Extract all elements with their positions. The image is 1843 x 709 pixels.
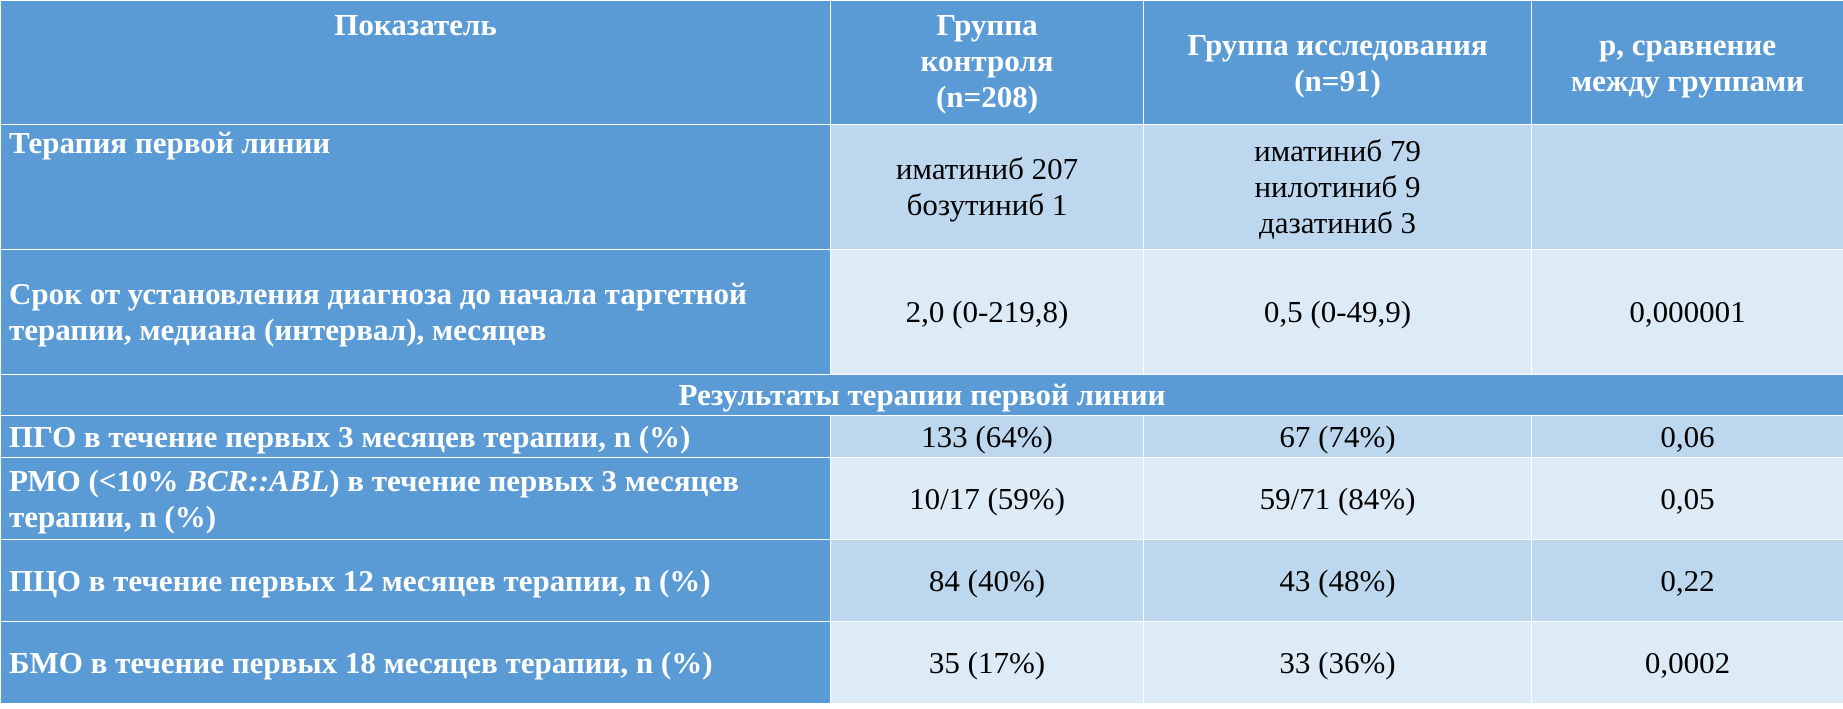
table-row: Терапия первой линии иматиниб 207 бозути… bbox=[0, 124, 1843, 250]
row-label: ПГО в течение первых 3 месяцев терапии, … bbox=[0, 415, 831, 458]
study-cell: 43 (48%) bbox=[1143, 539, 1532, 622]
header-control-line: Группа bbox=[936, 7, 1038, 42]
control-cell-line: бозутиниб 1 bbox=[906, 187, 1068, 222]
row-label-part: ) в течение первых 3 месяцев терапии, n … bbox=[9, 462, 739, 534]
table-row: БМО в течение первых 18 месяцев терапии,… bbox=[0, 621, 1843, 704]
control-cell-line: иматиниб 207 bbox=[895, 151, 1079, 186]
header-indicator: Показатель bbox=[0, 0, 831, 125]
table-row: РМО (<10% BCR::ABL) в течение первых 3 м… bbox=[0, 457, 1843, 540]
control-cell: 84 (40%) bbox=[830, 539, 1144, 622]
header-pvalue-line: р, сравнение bbox=[1598, 26, 1777, 62]
header-control-line: контроля bbox=[920, 43, 1054, 78]
study-cell-line: иматиниб 79 bbox=[1254, 133, 1421, 168]
pvalue-cell: 0,000001 bbox=[1531, 249, 1843, 375]
gene-name: BCR::ABL bbox=[186, 462, 330, 498]
section-row: Результаты терапии первой линии bbox=[0, 374, 1843, 416]
table-row: ПЦО в течение первых 12 месяцев терапии,… bbox=[0, 539, 1843, 622]
study-cell: 59/71 (84%) bbox=[1143, 457, 1532, 540]
header-row: Показатель Группа контроля (n=208) Групп… bbox=[0, 0, 1843, 125]
header-study-group: Группа исследования (n=91) bbox=[1143, 0, 1532, 125]
header-study-line: Группа исследования bbox=[1187, 26, 1488, 62]
study-cell-line: дазатиниб 3 bbox=[1258, 205, 1417, 240]
control-cell: 2,0 (0-219,8) bbox=[830, 249, 1144, 375]
control-cell: иматиниб 207 бозутиниб 1 bbox=[830, 124, 1144, 250]
pvalue-cell: 0,05 bbox=[1531, 457, 1843, 540]
row-label: РМО (<10% BCR::ABL) в течение первых 3 м… bbox=[0, 457, 831, 540]
pvalue-cell: 0,0002 bbox=[1531, 621, 1843, 704]
pvalue-cell: 0,22 bbox=[1531, 539, 1843, 622]
study-cell: иматиниб 79 нилотиниб 9 дазатиниб 3 bbox=[1143, 124, 1532, 250]
control-cell: 10/17 (59%) bbox=[830, 457, 1144, 540]
header-study-line: (n=91) bbox=[1294, 62, 1381, 98]
row-label: Терапия первой линии bbox=[0, 124, 831, 250]
header-pvalue: р, сравнение между группами bbox=[1531, 0, 1843, 125]
study-cell: 0,5 (0-49,9) bbox=[1143, 249, 1532, 375]
row-label-part: РМО (<10% bbox=[9, 462, 187, 498]
pvalue-cell bbox=[1531, 124, 1843, 250]
header-control-group: Группа контроля (n=208) bbox=[830, 0, 1144, 125]
section-title: Результаты терапии первой линии bbox=[0, 374, 1843, 416]
study-cell-line: нилотиниб 9 bbox=[1254, 169, 1421, 204]
control-cell: 133 (64%) bbox=[830, 415, 1144, 458]
table-row: Срок от установления диагноза до начала … bbox=[0, 249, 1843, 375]
study-cell: 33 (36%) bbox=[1143, 621, 1532, 704]
table-row: ПГО в течение первых 3 месяцев терапии, … bbox=[0, 415, 1843, 458]
study-cell: 67 (74%) bbox=[1143, 415, 1532, 458]
row-label: ПЦО в течение первых 12 месяцев терапии,… bbox=[0, 539, 831, 622]
row-label: Срок от установления диагноза до начала … bbox=[0, 249, 831, 375]
header-pvalue-line: между группами bbox=[1571, 62, 1804, 98]
pvalue-cell: 0,06 bbox=[1531, 415, 1843, 458]
row-label: БМО в течение первых 18 месяцев терапии,… bbox=[0, 621, 831, 704]
control-cell: 35 (17%) bbox=[830, 621, 1144, 704]
header-control-line: (n=208) bbox=[935, 79, 1039, 114]
